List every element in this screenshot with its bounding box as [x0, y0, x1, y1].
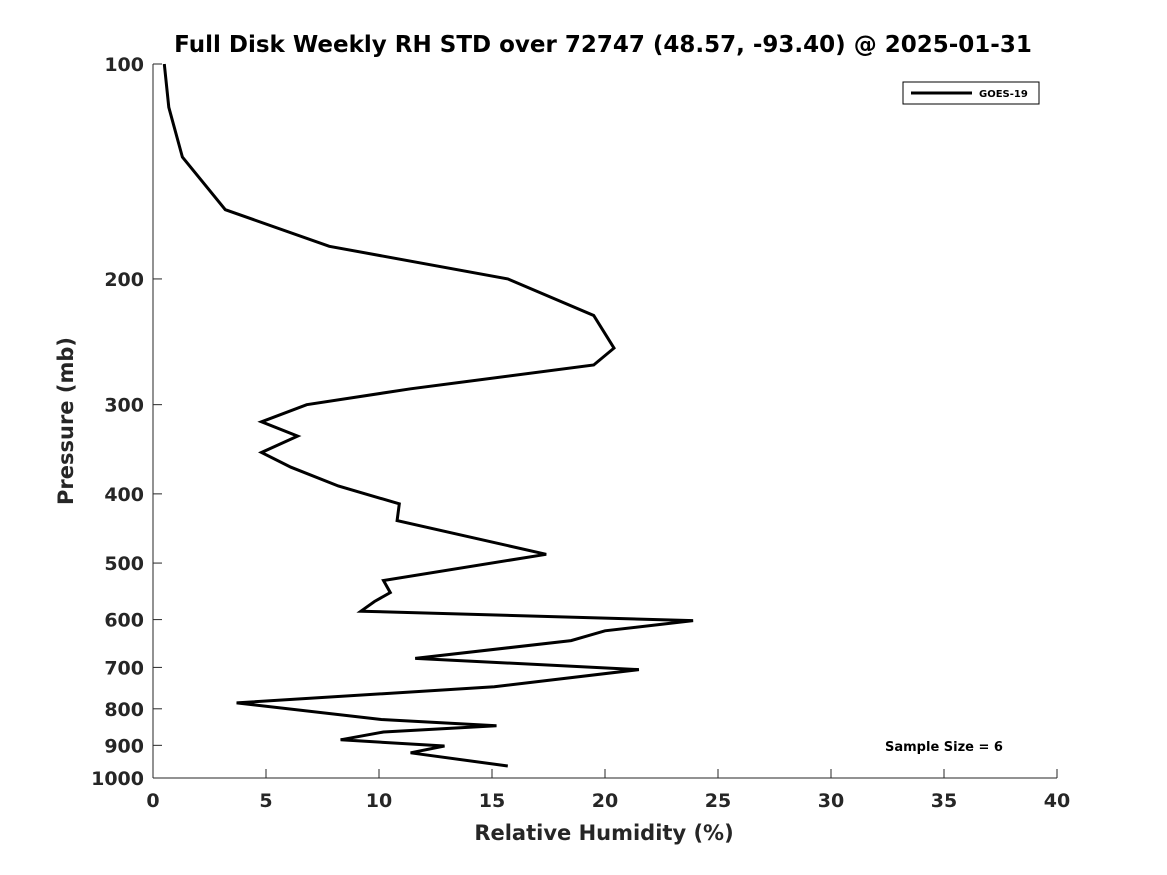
- y-tick-label: 900: [104, 735, 144, 757]
- plot-series: [162, 63, 694, 768]
- legend-label-goes-19: GOES-19: [979, 89, 1028, 100]
- x-tick-label: 35: [931, 790, 957, 812]
- series-line-goes-19: [162, 63, 694, 768]
- x-tick-label: 10: [366, 790, 392, 812]
- y-axis-label: Pressure (mb): [54, 337, 78, 505]
- legend: GOES-19: [902, 81, 1040, 105]
- x-axis-ticks: 0 5 10 15 20 25 30 35 40: [146, 769, 1070, 812]
- x-tick-label: 25: [705, 790, 731, 812]
- x-tick-label: 30: [818, 790, 844, 812]
- y-tick-label: 600: [104, 610, 144, 632]
- y-tick-label: 300: [104, 395, 144, 417]
- x-axis-label: Relative Humidity (%): [474, 821, 733, 845]
- x-tick-label: 40: [1044, 790, 1070, 812]
- x-tick-label: 15: [479, 790, 505, 812]
- x-tick-label: 20: [592, 790, 618, 812]
- y-tick-label: 800: [104, 699, 144, 721]
- x-tick-label: 5: [259, 790, 272, 812]
- chart-title: Full Disk Weekly RH STD over 72747 (48.5…: [174, 32, 1032, 58]
- y-tick-label: 500: [104, 553, 144, 575]
- y-tick-label: 1000: [91, 768, 144, 790]
- y-tick-label: 200: [104, 269, 144, 291]
- y-tick-label: 100: [104, 54, 144, 76]
- y-tick-label: 700: [104, 657, 144, 679]
- y-axis-ticks: 100 200 300 400 500 600 700 800 900 1000: [91, 54, 162, 790]
- sample-size-annotation: Sample Size = 6: [885, 740, 1003, 755]
- x-tick-label: 0: [146, 790, 159, 812]
- y-tick-label: 400: [104, 484, 144, 506]
